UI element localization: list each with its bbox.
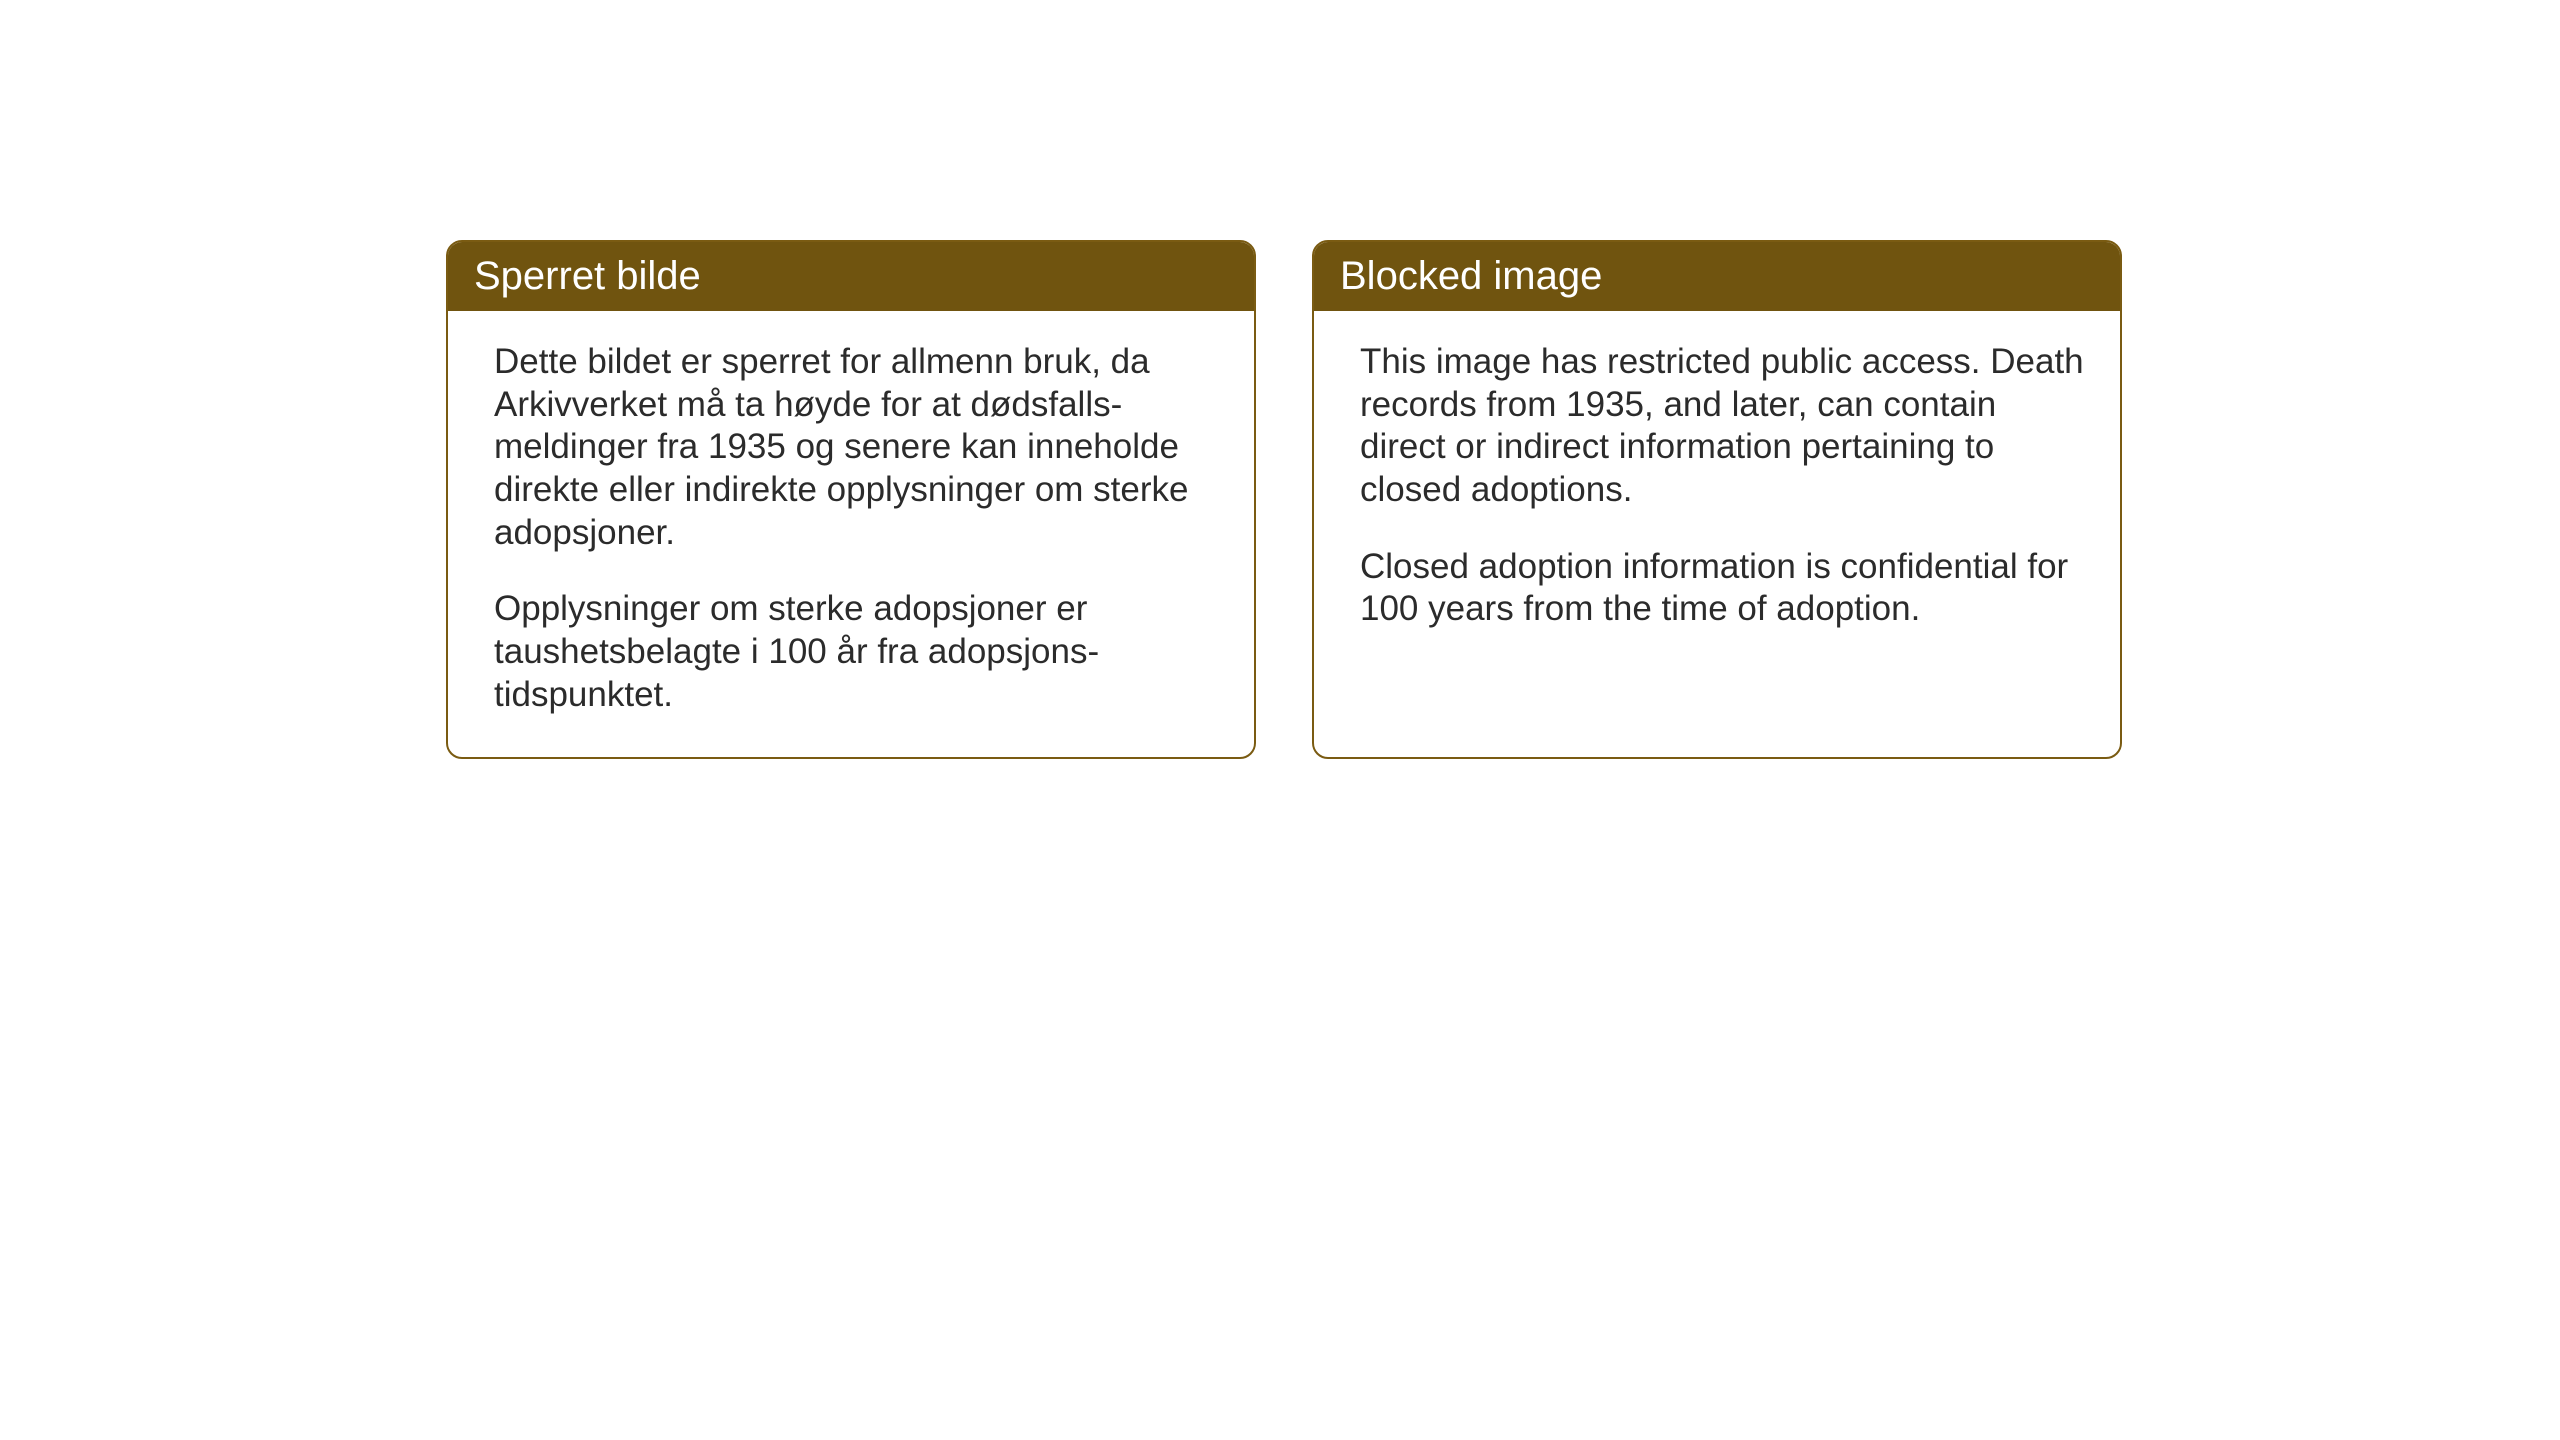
card-paragraph: This image has restricted public access.…	[1360, 341, 2084, 512]
card-paragraph: Opplysninger om sterke adopsjoner er tau…	[494, 588, 1218, 716]
card-body-norwegian: Dette bildet er sperret for allmenn bruk…	[448, 311, 1254, 757]
card-paragraph: Dette bildet er sperret for allmenn bruk…	[494, 341, 1218, 554]
card-paragraph: Closed adoption information is confident…	[1360, 546, 2084, 631]
card-english: Blocked image This image has restricted …	[1312, 240, 2122, 759]
info-cards-container: Sperret bilde Dette bildet er sperret fo…	[446, 240, 2122, 759]
card-title-english: Blocked image	[1340, 254, 1602, 298]
card-title-norwegian: Sperret bilde	[474, 254, 701, 298]
card-body-english: This image has restricted public access.…	[1314, 311, 2120, 671]
card-header-english: Blocked image	[1314, 242, 2120, 311]
card-header-norwegian: Sperret bilde	[448, 242, 1254, 311]
card-norwegian: Sperret bilde Dette bildet er sperret fo…	[446, 240, 1256, 759]
